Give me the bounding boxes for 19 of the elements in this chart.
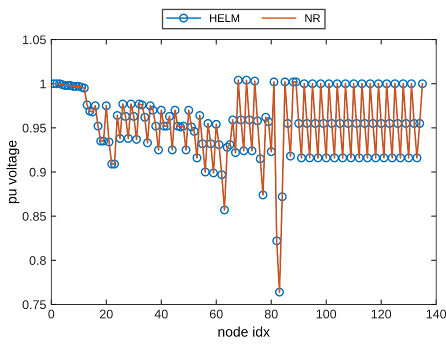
y-tick-label: 0.85 [22,212,46,221]
legend-label: HELM [210,14,240,22]
x-tick-label: 100 [316,310,336,318]
x-tick-label: 60 [210,310,223,318]
x-tick-label: 20 [100,310,113,318]
legend-label: NR [305,14,320,22]
x-tick-label: 80 [264,310,278,318]
y-tick-label: 0.95 [22,124,46,133]
y-tick-label: 0.75 [22,300,46,310]
y-tick-label: 1 [40,80,46,88]
x-axis-title: node idx [218,326,270,337]
y-axis-title: pu voltage [6,140,20,204]
x-tick-label: 0 [48,310,54,318]
y-tick-label: 1.05 [23,35,46,44]
x-tick-label: 140 [426,310,446,318]
x-tick-label: 120 [372,310,392,318]
y-tick-label: 0.8 [30,256,46,265]
x-tick-label: 40 [154,310,168,318]
y-tick-label: 0.9 [30,168,46,177]
